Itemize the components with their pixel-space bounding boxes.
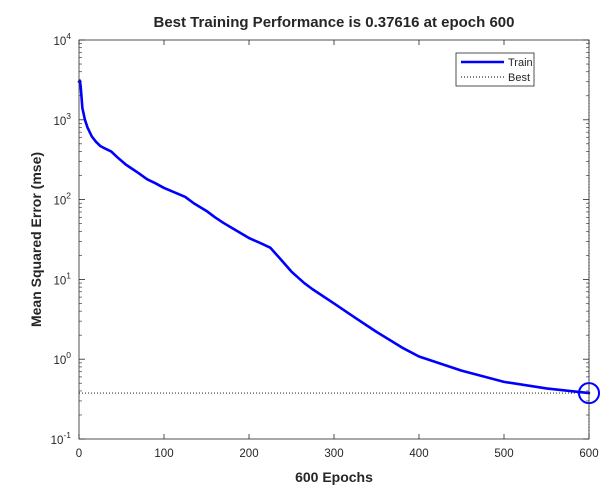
x-tick-label: 200: [239, 448, 258, 460]
y-tick-label: 10-1: [51, 430, 72, 447]
chart-title: Best Training Performance is 0.37616 at …: [154, 14, 515, 31]
x-tick-label: 0: [76, 448, 82, 460]
legend-box: [455, 52, 535, 87]
x-tick-label: 600: [579, 448, 598, 460]
y-tick-label: 104: [53, 31, 71, 48]
y-tick-label: 102: [53, 191, 71, 208]
axes-box: [78, 39, 590, 440]
y-tick-label: 103: [53, 111, 71, 128]
x-tick-label: 400: [409, 448, 428, 460]
legend-best-label: Best: [508, 72, 530, 84]
y-tick-label: 100: [53, 350, 71, 367]
legend: Train Best: [455, 52, 535, 87]
y-tick-label: 101: [53, 270, 71, 287]
plot-area: [79, 40, 589, 439]
y-axis-label: Mean Squared Error (mse): [28, 152, 44, 327]
x-axis-label: 600 Epochs: [295, 469, 373, 485]
x-tick-label: 300: [324, 448, 343, 460]
legend-train-label: Train: [508, 57, 533, 69]
x-tick-label: 500: [494, 448, 513, 460]
x-tick-label: 100: [154, 448, 173, 460]
y-axis-ticks: 10-1 100 101 102 103 104: [51, 31, 589, 447]
x-axis-ticks: 0 100 200 300 400 500 600: [76, 40, 599, 460]
train-series-line: [77, 79, 591, 395]
